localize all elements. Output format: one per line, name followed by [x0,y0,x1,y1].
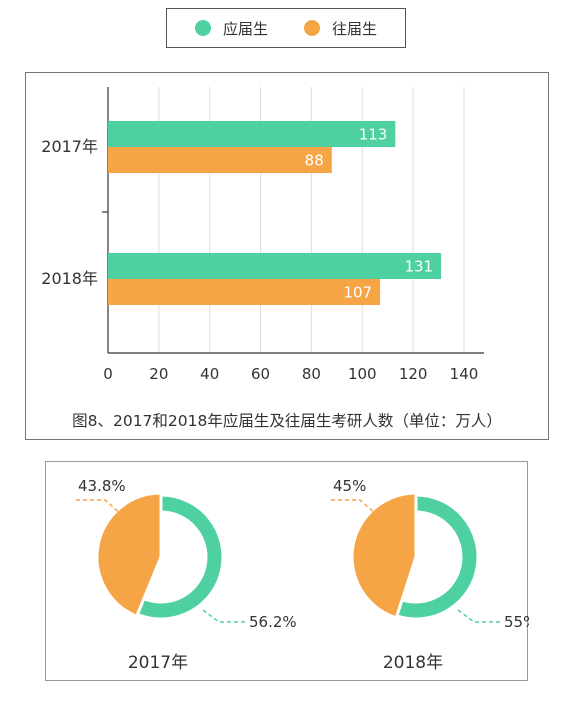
chart-caption: 图8、2017和2018年应届生及往届生考研人数（单位：万人） [72,412,502,430]
legend-dot-prior-icon [303,20,320,36]
bar-chart: 0 20 40 60 80 100 120 140 2017年 113 88 2018年 131 107 [41,87,484,383]
x-tick-label: 100 [348,365,377,383]
x-tick-label: 140 [450,365,479,383]
donut-title: 2018年 [383,653,443,673]
donut-chart-panel: 43.8% 56.2% 2017年 45% 55% 2018年 [45,461,529,681]
legend-dot-fresh-icon [194,20,211,36]
bar-value-label: 113 [359,126,388,144]
x-tick-label: 120 [399,365,428,383]
bar [108,253,442,279]
legend-item-prior: 往届生 [303,18,377,39]
donut-slice [394,493,480,621]
category-label: 2017年 [41,137,98,156]
slice-label: 43.8% [78,477,126,495]
leader-line [76,499,122,515]
x-tick-label: 60 [251,365,270,383]
legend-label-prior: 往届生 [331,19,377,38]
x-tick-label: 40 [200,365,219,383]
bar-chart-panel: 0 20 40 60 80 100 120 140 2017年 113 88 2018年 131 107 … [25,72,549,440]
bar [108,279,381,305]
bar [108,121,396,147]
bar [108,147,332,173]
slice-label: 55% [504,613,529,631]
bar-value-label: 88 [305,152,324,170]
donut-slice [135,493,225,621]
x-tick-label: 80 [302,365,321,383]
slice-label: 45% [333,477,366,495]
leader-line [331,499,377,515]
x-tick-label: 0 [103,365,113,383]
bar-value-label: 107 [343,284,372,302]
category-label: 2018年 [41,269,98,288]
pie-slice [95,491,163,619]
donut-title: 2017年 [128,653,188,673]
leader-line [457,609,500,623]
legend: 应届生 往届生 [166,8,406,48]
legend-label-fresh: 应届生 [222,19,268,38]
x-tick-label: 20 [149,365,168,383]
legend-item-fresh: 应届生 [194,18,268,39]
leader-line [202,609,245,623]
donut-charts: 43.8% 56.2% 2017年 45% 55% 2018年 [76,477,529,673]
bar-value-label: 131 [404,258,433,276]
pie-slice [350,491,418,620]
slice-label: 56.2% [249,613,297,631]
